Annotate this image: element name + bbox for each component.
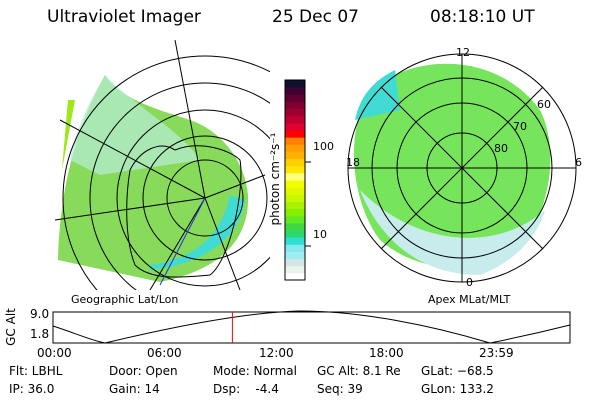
instrument-title: Ultraviolet Imager [47,7,201,27]
colorbar-band [285,272,305,281]
time: 08:18:10 UT [430,7,535,27]
x-tick-0000: 00:00 [37,346,72,360]
colorbar-band [285,101,305,110]
x-tick-1800: 18:00 [369,346,404,360]
altitude-ylabel: GC Alt [4,308,18,346]
colorbar-tick-10: 10 [313,228,327,241]
mlat-80: 80 [494,142,508,155]
colorbar-band [285,137,305,145]
apex-polar-plot [347,53,577,283]
info-gc-alt: GC Alt: 8.1 Re [317,364,401,378]
colorbar-band [285,258,305,267]
altitude-curve [52,310,571,344]
info-mode: Mode: Normal [213,364,297,378]
left-panel-label: Geographic Lat/Lon [71,293,179,306]
colorbar-band [285,165,305,174]
colorbar-band [285,108,305,117]
colorbar-band [285,172,305,181]
info-glon: GLon: 133.2 [421,382,494,396]
x-tick-2359: 23:59 [479,346,514,360]
colorbar-band [285,130,305,138]
colorbar-band [285,201,305,210]
colorbar-band [285,208,305,217]
colorbar-band [285,94,305,102]
info-ip: IP: 36.0 [9,382,55,396]
altitude-plot-frame [52,311,571,344]
geographic-map [54,40,270,290]
colorbar-band [285,87,305,95]
info-glat: GLat: −68.5 [421,364,494,378]
colorbar-band [285,187,305,195]
colorbar-band [285,194,305,202]
colorbar-unit-label: photon cm⁻²s⁻¹ [268,132,282,226]
colorbar-band [285,251,305,260]
y-tick-1-8: 1.8 [30,327,50,341]
colorbar-band [285,244,305,252]
x-tick-1200: 12:00 [259,346,294,360]
colorbar-band [285,80,305,88]
colorbar-band [285,230,305,238]
mlt-12: 12 [456,46,470,59]
info-dsp: Dsp: -4.4 [213,382,279,396]
colorbar-band [285,115,305,124]
colorbar [285,80,305,281]
colorbar-band [285,158,305,167]
x-tick-0600: 06:00 [147,346,182,360]
info-door: Door: Open [109,364,178,378]
right-panel-label: Apex MLat/MLT [428,293,511,306]
colorbar-band [285,265,305,274]
colorbar-band [285,122,305,131]
colorbar-band [285,180,305,188]
info-gain: Gain: 14 [109,382,160,396]
colorbar-band [285,151,305,160]
y-tick-9: 9.0 [30,307,50,321]
colorbar-band [285,237,305,245]
info-seq: Seq: 39 [317,382,363,396]
mlt-6: 6 [575,156,582,169]
colorbar-band [285,144,305,152]
colorbar-band [285,222,305,231]
mlt-18: 18 [346,156,360,169]
info-filter: Flt: LBHL [9,364,63,378]
date: 25 Dec 07 [272,7,359,27]
mlt-0: 0 [466,276,473,289]
colorbar-band [285,215,305,224]
colorbar-tick-100: 100 [313,140,334,153]
mlat-60: 60 [537,98,551,111]
mlat-70: 70 [513,120,527,133]
